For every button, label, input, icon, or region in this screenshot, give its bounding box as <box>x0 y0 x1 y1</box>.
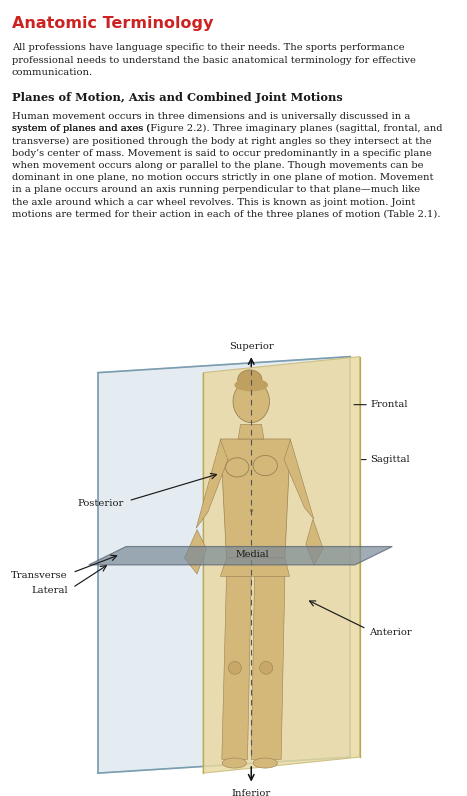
Polygon shape <box>196 440 228 529</box>
Ellipse shape <box>253 758 277 768</box>
Text: system of planes and axes (: system of planes and axes ( <box>12 124 150 134</box>
Text: motions are termed for their action in each of the three planes of motion (Table: motions are termed for their action in e… <box>12 210 440 219</box>
Text: Sagittal: Sagittal <box>370 455 410 464</box>
Text: the axle around which a car wheel revolves. This is known as joint motion. Joint: the axle around which a car wheel revolv… <box>12 197 415 207</box>
Ellipse shape <box>234 379 268 392</box>
Text: Anatomic Terminology: Anatomic Terminology <box>12 16 213 31</box>
Polygon shape <box>222 576 251 759</box>
Polygon shape <box>98 357 350 773</box>
Text: Medial: Medial <box>236 550 269 559</box>
Text: in a plane occurs around an axis running perpendicular to that plane—much like: in a plane occurs around an axis running… <box>12 185 420 194</box>
Polygon shape <box>238 424 264 439</box>
Ellipse shape <box>238 370 262 389</box>
Text: dominant in one plane, no motion occurs strictly in one plane of motion. Movemen: dominant in one plane, no motion occurs … <box>12 174 433 182</box>
Text: Human movement occurs in three dimensions and is universally discussed in a: Human movement occurs in three dimension… <box>12 112 410 121</box>
Polygon shape <box>306 519 323 565</box>
Text: Posterior: Posterior <box>78 499 124 509</box>
Text: Planes of Motion, Axis and Combined Joint Motions: Planes of Motion, Axis and Combined Join… <box>12 92 343 103</box>
Ellipse shape <box>260 661 273 674</box>
Text: Inferior: Inferior <box>232 789 271 796</box>
Text: body’s center of mass. Movement is said to occur predominantly in a specific pla: body’s center of mass. Movement is said … <box>12 149 432 158</box>
Ellipse shape <box>228 661 241 674</box>
Polygon shape <box>89 547 392 565</box>
Text: system of planes and axes (Figure 2.2). Three imaginary planes (sagittal, fronta: system of planes and axes (Figure 2.2). … <box>12 124 443 134</box>
Text: Transverse: Transverse <box>11 571 68 580</box>
Text: Superior: Superior <box>229 342 274 351</box>
Ellipse shape <box>222 758 247 768</box>
Ellipse shape <box>233 380 269 423</box>
Polygon shape <box>284 440 314 519</box>
Text: communication.: communication. <box>12 68 93 77</box>
Text: Anterior: Anterior <box>369 627 412 637</box>
Text: professional needs to understand the basic anatomical terminology for effective: professional needs to understand the bas… <box>12 56 416 64</box>
Polygon shape <box>184 529 206 574</box>
Text: Lateral: Lateral <box>31 587 68 595</box>
Text: transverse) are positioned through the body at right angles so they intersect at: transverse) are positioned through the b… <box>12 137 432 146</box>
Polygon shape <box>203 357 360 773</box>
Polygon shape <box>251 576 285 759</box>
Text: Frontal: Frontal <box>370 400 408 409</box>
Polygon shape <box>220 558 290 576</box>
Polygon shape <box>220 439 290 558</box>
Text: when movement occurs along or parallel to the plane. Though movements can be: when movement occurs along or parallel t… <box>12 161 424 170</box>
Text: All professions have language specific to their needs. The sports performance: All professions have language specific t… <box>12 43 404 52</box>
